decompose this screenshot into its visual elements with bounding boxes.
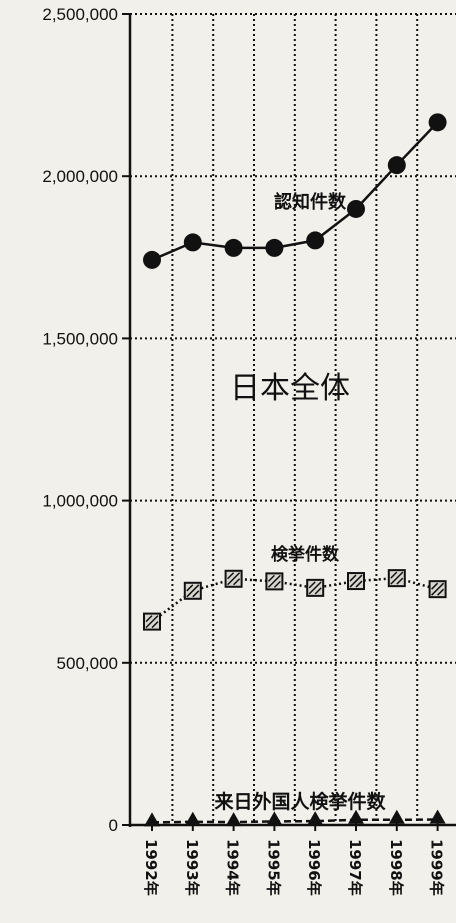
data-point bbox=[306, 231, 325, 250]
data-point bbox=[347, 199, 365, 218]
x-tick-labels: 1992年 1993年 1994年 1995年 1996年 1997年 1998年 1999年 bbox=[142, 839, 446, 896]
data-point bbox=[265, 238, 284, 257]
data-point bbox=[429, 809, 446, 824]
data-point-hatch bbox=[437, 588, 445, 596]
y-tick-label: 2,000,000 bbox=[42, 167, 118, 186]
data-point-hatch bbox=[267, 574, 275, 582]
y-tick-label: 0 bbox=[109, 816, 118, 835]
data-point bbox=[388, 809, 405, 824]
data-point-hatch bbox=[349, 574, 357, 582]
data-point-hatch bbox=[145, 615, 153, 623]
data-point bbox=[183, 233, 202, 252]
x-tick-label: 1997年 bbox=[346, 839, 364, 896]
series-label-recognized: 認知件数 bbox=[274, 191, 347, 213]
series-line bbox=[151, 818, 438, 824]
data-point bbox=[143, 250, 161, 269]
data-point-hatch bbox=[227, 572, 235, 580]
data-point-hatch bbox=[390, 571, 398, 579]
data-point-hatch bbox=[273, 580, 281, 588]
data-point-hatch bbox=[308, 581, 316, 589]
series-0 bbox=[143, 113, 447, 269]
data-point-hatch bbox=[308, 581, 322, 595]
data-point-hatch bbox=[186, 584, 194, 592]
x-tick-label: 1993年 bbox=[183, 839, 201, 896]
data-point-hatch bbox=[431, 582, 445, 596]
y-tick-label: 500,000 bbox=[57, 654, 118, 673]
series-layer bbox=[143, 113, 447, 827]
data-point bbox=[225, 812, 242, 827]
data-point bbox=[387, 156, 406, 175]
data-point-hatch bbox=[431, 582, 439, 590]
grid bbox=[130, 13, 456, 825]
data-point bbox=[307, 811, 324, 826]
x-tick-label: 1994年 bbox=[224, 839, 242, 896]
series-2 bbox=[144, 809, 446, 827]
data-point bbox=[144, 812, 160, 827]
data-point-hatch bbox=[349, 574, 363, 588]
data-point bbox=[224, 238, 243, 257]
annotation-center: 日本全体 bbox=[230, 371, 350, 406]
x-tick-label: 1996年 bbox=[305, 839, 323, 896]
data-point-hatch bbox=[186, 584, 200, 598]
data-point bbox=[348, 809, 364, 824]
series-label-foreign: 来日外国人検挙件数 bbox=[214, 790, 386, 813]
data-point-hatch bbox=[267, 574, 281, 588]
data-point bbox=[266, 811, 283, 826]
data-point-hatch bbox=[227, 572, 241, 586]
data-point-hatch bbox=[151, 621, 159, 629]
x-tick-label: 1995年 bbox=[264, 839, 282, 896]
series-1 bbox=[143, 569, 447, 631]
data-point-hatch bbox=[355, 580, 363, 588]
data-point-hatch bbox=[314, 587, 322, 595]
data-point-hatch bbox=[192, 590, 200, 598]
series-label-cleared: 検挙件数 bbox=[271, 544, 340, 565]
data-point bbox=[184, 811, 201, 826]
x-tick-label: 1998年 bbox=[387, 839, 405, 896]
y-tick-label: 2,500,000 bbox=[42, 5, 118, 24]
x-tick-label: 1992年 bbox=[142, 839, 160, 896]
data-point-hatch bbox=[396, 577, 404, 585]
data-point bbox=[428, 113, 447, 132]
data-point-hatch bbox=[233, 578, 241, 586]
data-point-hatch bbox=[145, 615, 159, 629]
x-tick-label: 1999年 bbox=[428, 839, 446, 896]
y-tick-label: 1,000,000 bbox=[42, 492, 118, 511]
y-tick-labels: 0 500,000 1,000,000 1,500,000 2,000,000 2,500… bbox=[42, 5, 118, 835]
data-point-hatch bbox=[390, 571, 404, 585]
y-tick-label: 1,500,000 bbox=[42, 329, 118, 348]
